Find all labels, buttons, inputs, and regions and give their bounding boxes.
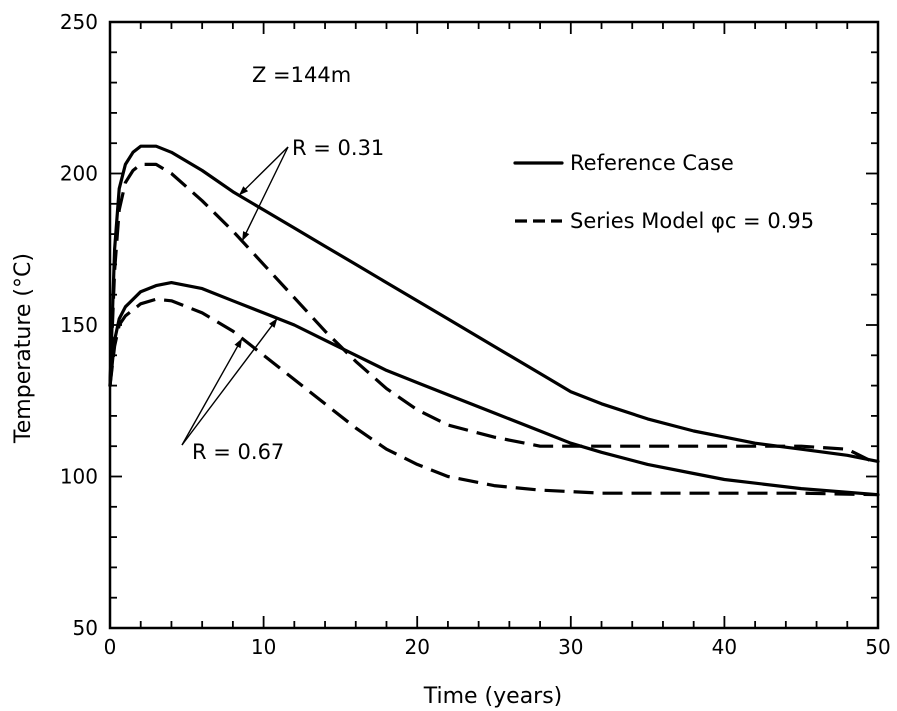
annotation-leaders: [181, 146, 289, 446]
leader-r067-dashed: [181, 337, 243, 446]
series-layer: [108, 144, 880, 497]
legend-solid-label: Reference Case: [570, 151, 734, 175]
leader-r067-dashed-arrowhead: [234, 338, 243, 349]
series-line-r031-dashed: [108, 162, 879, 466]
leader-r031-dashed: [241, 146, 289, 242]
x-tick-label: 50: [865, 635, 890, 659]
leader-r031-solid-arrowhead: [239, 186, 249, 196]
legend-dashed-label: Series Model φc = 0.95: [570, 209, 814, 233]
leader-r031-solid: [238, 146, 289, 196]
leader-r067-solid: [181, 317, 278, 446]
leader-r031-dashed-arrowhead: [242, 231, 250, 242]
y-tick-label: 200: [60, 162, 98, 186]
y-tick-label: 150: [60, 313, 98, 337]
y-tick-label: 100: [60, 465, 98, 489]
r-low-annotation: R = 0.67: [192, 440, 284, 464]
depth-annotation: Z =144m: [252, 63, 351, 87]
y-tick-label: 50: [73, 616, 98, 640]
y-tick-label: 250: [60, 10, 98, 34]
y-axis-title: Temperature (°C): [11, 253, 36, 444]
x-tick-label: 30: [558, 635, 583, 659]
series-line-r067-dashed: [108, 297, 879, 497]
leader-r067-solid-arrowhead: [269, 318, 278, 328]
axis-ticks: [109, 21, 879, 629]
x-tick-label: 0: [104, 635, 117, 659]
series-line-r067-solid: [108, 281, 880, 497]
series-line-r031-solid: [108, 144, 880, 463]
x-tick-label: 40: [712, 635, 737, 659]
x-tick-label: 20: [404, 635, 429, 659]
r-high-annotation: R = 0.31: [292, 136, 384, 160]
axis-tick-labels: 0 10 20 30 40 50 50 100 150 200 250: [60, 10, 891, 659]
x-axis-title: Time (years): [423, 684, 563, 709]
legend: Reference Case Series Model φc = 0.95: [513, 151, 814, 233]
x-tick-label: 10: [251, 635, 276, 659]
